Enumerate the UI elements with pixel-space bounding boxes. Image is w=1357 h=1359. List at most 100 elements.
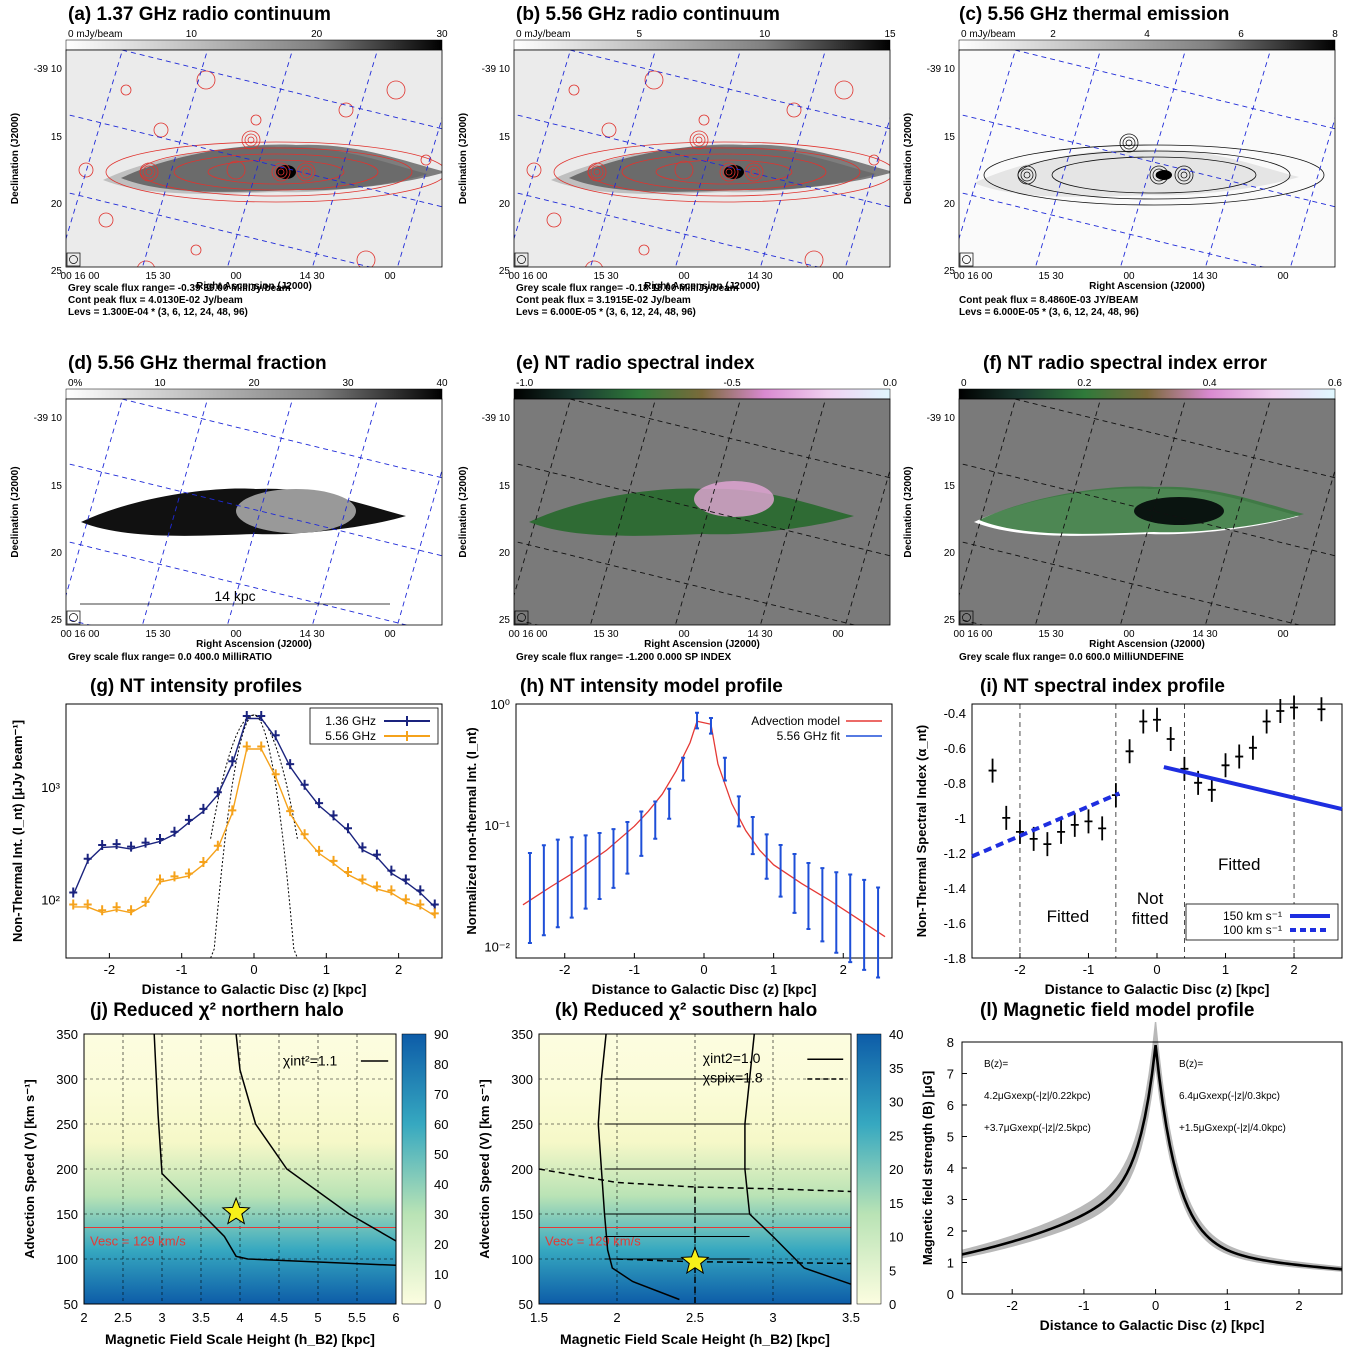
dec-gridline [959, 191, 1265, 267]
data-point [170, 826, 179, 837]
y-tick-label: 5 [947, 1130, 954, 1145]
dec-gridline [514, 462, 890, 557]
beam-box [959, 610, 974, 625]
y-axis-label: Declination (J2000) [10, 466, 21, 557]
data-point [271, 730, 280, 741]
map-e: -1.0 -0.5 0.0 -39 10 15 20 25 00 16 00 15 30 00 14… [458, 378, 897, 650]
x-tick-label: 1.5 [530, 1310, 548, 1325]
contour [744, 162, 764, 182]
data-point [792, 853, 797, 914]
contour [338, 102, 354, 118]
data-point [228, 805, 237, 816]
model-line [961, 1044, 1343, 1271]
colorbar-tick: 0.0 [883, 378, 897, 389]
ra-gridline [589, 399, 657, 625]
x-tick-label: 2 [1290, 962, 1297, 977]
best-fit-star [680, 1246, 710, 1275]
y-axis-label: Advection Speed (V) [km s⁻¹] [477, 1079, 492, 1259]
info-line: Grey scale flux range= -0.18 18.00 Milli… [516, 283, 739, 294]
info-line: Grey scale flux range= -1.200 0.000 SP I… [516, 652, 732, 663]
plot-frame [83, 1033, 397, 1305]
data-point [1221, 753, 1230, 778]
data-point [286, 759, 295, 770]
low-error-region [1134, 497, 1224, 525]
data-point [611, 828, 616, 889]
x-tick-label: -1 [629, 962, 641, 977]
contour [590, 165, 604, 179]
panel-e: (e) NT radio spectral index -1.0 -0.5 0.0-… [448, 345, 898, 675]
data-point [257, 741, 266, 752]
x-tick-label: 2.5 [114, 1310, 132, 1325]
panel-g: (g) NT intensity profiles 10² 10³ -2 -1 0 1 2 D… [0, 672, 450, 1002]
ra-gridline [1290, 116, 1335, 267]
vesc-label: Vesc = 129 km/s [90, 1234, 186, 1249]
y-tick-label: 150 [56, 1207, 78, 1222]
x-tick-label: 2 [395, 962, 402, 977]
chi2-contour [153, 1033, 397, 1267]
data-point [416, 885, 425, 896]
contour [98, 212, 114, 228]
contour [695, 136, 703, 144]
data-point [344, 823, 352, 834]
dec-gridline [514, 191, 820, 267]
x-axis-label: Right Ascension (J2000) [196, 281, 312, 292]
beam-icon [517, 255, 526, 264]
dec-gridline [1013, 50, 1335, 130]
data-point [834, 871, 839, 954]
contour [105, 141, 442, 203]
contour [271, 162, 291, 182]
y-axis-label: Advection Speed (V) [km s⁻¹] [22, 1079, 37, 1259]
data-point [98, 839, 107, 850]
map-frame [513, 398, 891, 626]
x-axis-label: Distance to Galactic Disc (z) [kpc] [142, 981, 367, 997]
y-tick-label: -1.4 [944, 881, 966, 896]
dec-tick-label: -39 10 [482, 413, 511, 424]
y-tick-label: 0 [947, 1287, 954, 1302]
contour [196, 70, 216, 90]
legend [309, 707, 439, 745]
chart-g: 10² 10³ -2 -1 0 1 2 Distance to Galactic Disc (… [10, 703, 443, 997]
ra-gridline [66, 50, 123, 241]
x-tick-label: 1 [323, 962, 330, 977]
y-tick-label: 10⁻² [484, 939, 510, 954]
data-point [736, 795, 741, 828]
contour [1119, 133, 1139, 153]
colorbar-tick: 0 [434, 1297, 441, 1312]
data-point [372, 849, 381, 860]
uncertainty-band [962, 1022, 1342, 1272]
ra-tick-label: 15 30 [1038, 629, 1063, 640]
vesc-label: Vesc = 129 km/s [545, 1234, 641, 1249]
data-point [653, 800, 658, 840]
contour [585, 260, 603, 267]
dec-tick-label: -39 10 [927, 64, 956, 75]
ra-tick-label: 00 16 00 [61, 271, 100, 282]
dec-tick-label: 15 [499, 132, 511, 143]
data-point [387, 865, 396, 876]
contour [386, 80, 406, 100]
colorbar-tick: 30 [436, 29, 448, 40]
y-tick-label: 1 [947, 1256, 954, 1271]
data-point [639, 810, 644, 857]
colorbar [958, 388, 1336, 400]
panel-title: (k) Reduced χ² southern halo [555, 1000, 818, 1021]
contour [173, 153, 379, 191]
data-point [848, 873, 853, 964]
formula-text: 6.4μGxexp(-|z|/0.3kpc) [1179, 1091, 1280, 1102]
data-point [156, 874, 164, 885]
info-line: Grey scale flux range= 0.0 400.0 MilliRA… [68, 652, 273, 663]
y-tick-label: 7 [947, 1067, 954, 1082]
y-axis-label: Non-Thermal Int. (I_nt) [μJy beam⁻¹] [10, 720, 25, 942]
colorbar-tick: 0.6 [1328, 378, 1342, 389]
colorbar-tick: 20 [889, 1162, 903, 1177]
data-point [527, 852, 532, 945]
y-tick-label: 300 [511, 1072, 533, 1087]
x-axis-label: Right Ascension (J2000) [644, 281, 760, 292]
beam-box [66, 252, 81, 267]
x-axis-label: Distance to Galactic Disc (z) [kpc] [592, 981, 817, 997]
colorbar-tick: 0.4 [1203, 378, 1217, 389]
ra-tick-label: 00 [832, 629, 844, 640]
dec-tick-label: 15 [944, 481, 956, 492]
x-axis-label: Magnetic Field Scale Height (h_B2) [kpc] [105, 1331, 375, 1347]
x-axis-label: Distance to Galactic Disc (z) [kpc] [1040, 1317, 1265, 1333]
y-tick-label: -0.6 [944, 741, 966, 756]
